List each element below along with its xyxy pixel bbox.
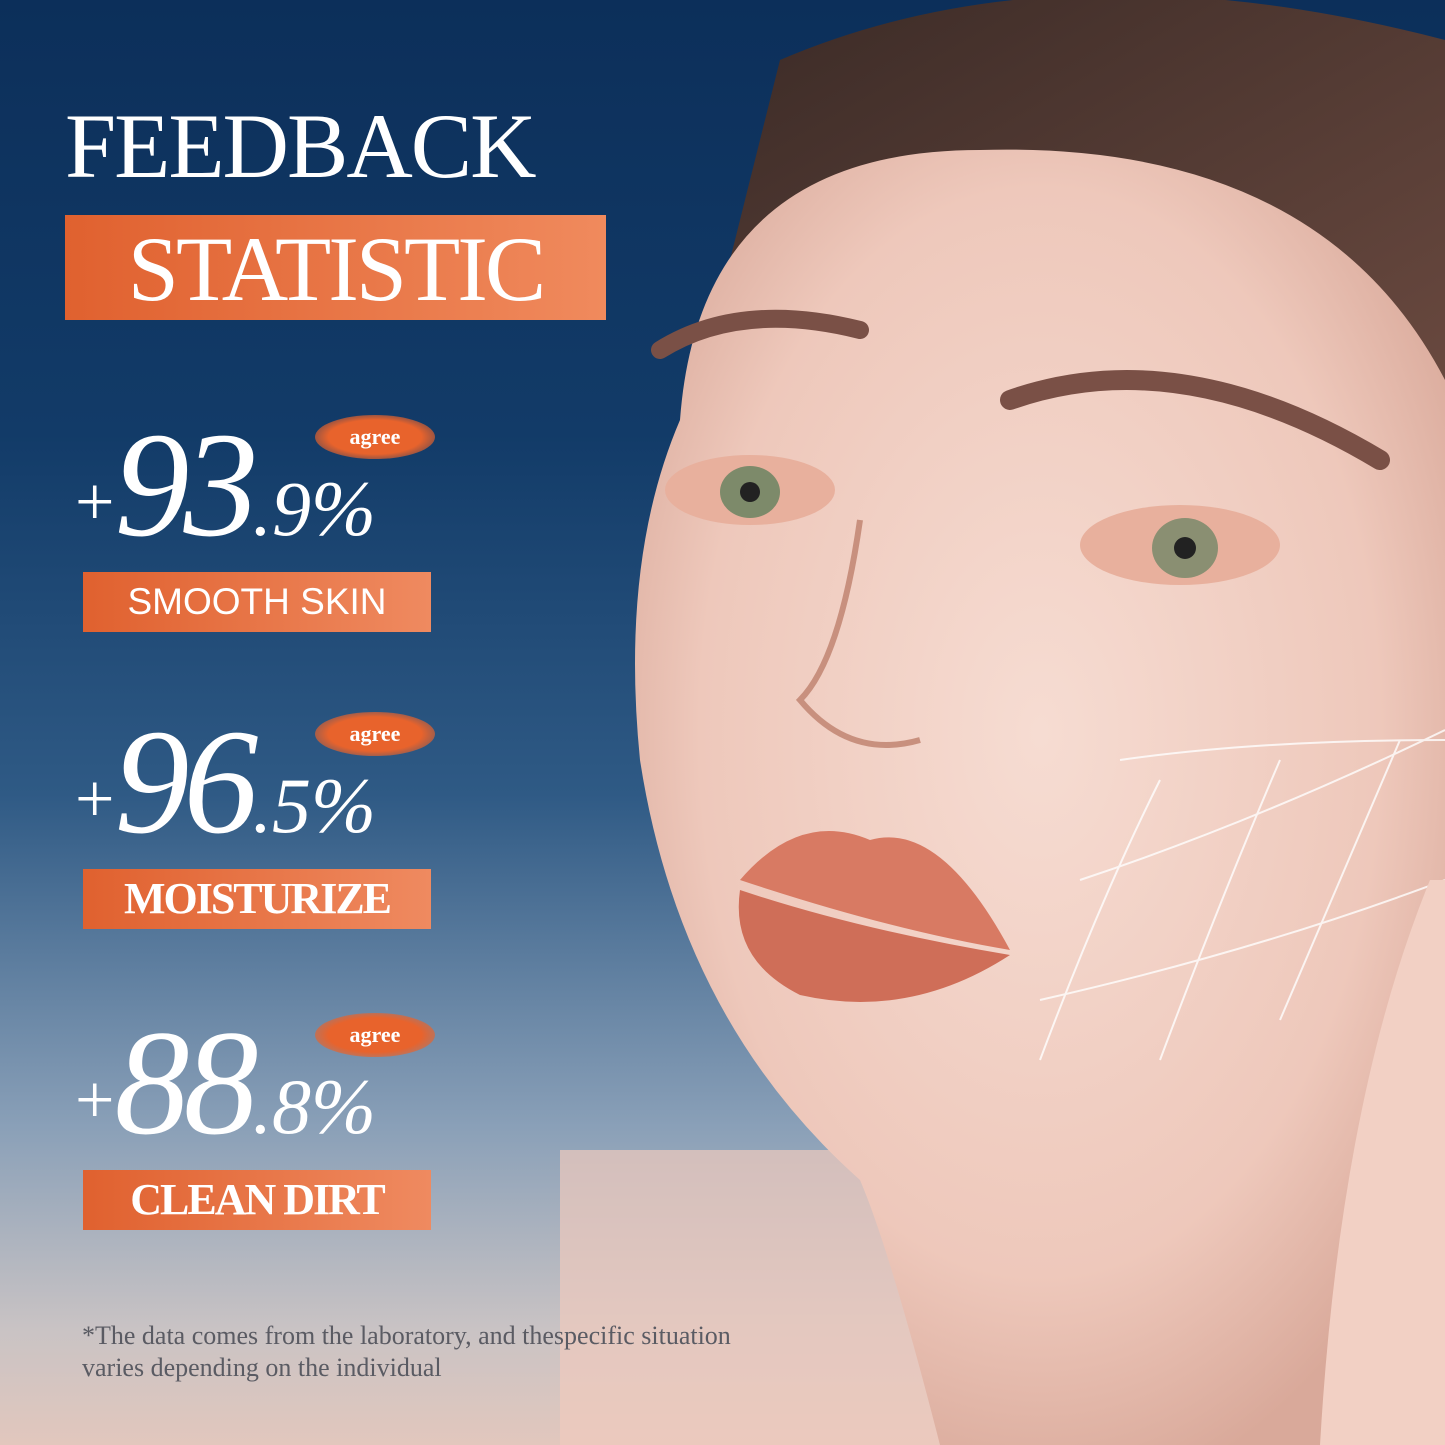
stat-whole: 93 [114,402,258,568]
title-feedback: FEEDBACK [65,95,537,197]
plus-sign: + [75,761,115,838]
title-statistic: STATISTIC [127,218,546,320]
stat-decimal: .5% [252,762,376,849]
agree-badge: agree [315,1013,435,1057]
stat-smooth-skin: +93.9% agree SMOOTH SKIN [75,410,455,650]
stat-clean-dirt: +88.8% agree CLEAN DIRT [75,1008,455,1248]
stat-decimal: .9% [252,465,376,552]
title-statistic-banner: STATISTIC [65,215,606,320]
stat-value: +96.5% [75,707,376,857]
stat-label: SMOOTH SKIN [83,572,431,632]
stat-moisturize: +96.5% agree MOISTURIZE [75,707,455,947]
footnote: *The data comes from the laboratory, and… [82,1321,731,1382]
stat-label: CLEAN DIRT [83,1170,431,1230]
agree-badge: agree [315,712,435,756]
stat-whole: 96 [114,699,258,865]
stat-value: +88.8% [75,1008,376,1158]
stat-label: MOISTURIZE [83,869,431,929]
agree-badge: agree [315,415,435,459]
plus-sign: + [75,464,115,541]
stat-value: +93.9% [75,410,376,560]
model-face-photo [560,0,1445,1445]
stat-decimal: .8% [252,1063,376,1150]
plus-sign: + [75,1062,115,1139]
stat-whole: 88 [114,1000,258,1166]
